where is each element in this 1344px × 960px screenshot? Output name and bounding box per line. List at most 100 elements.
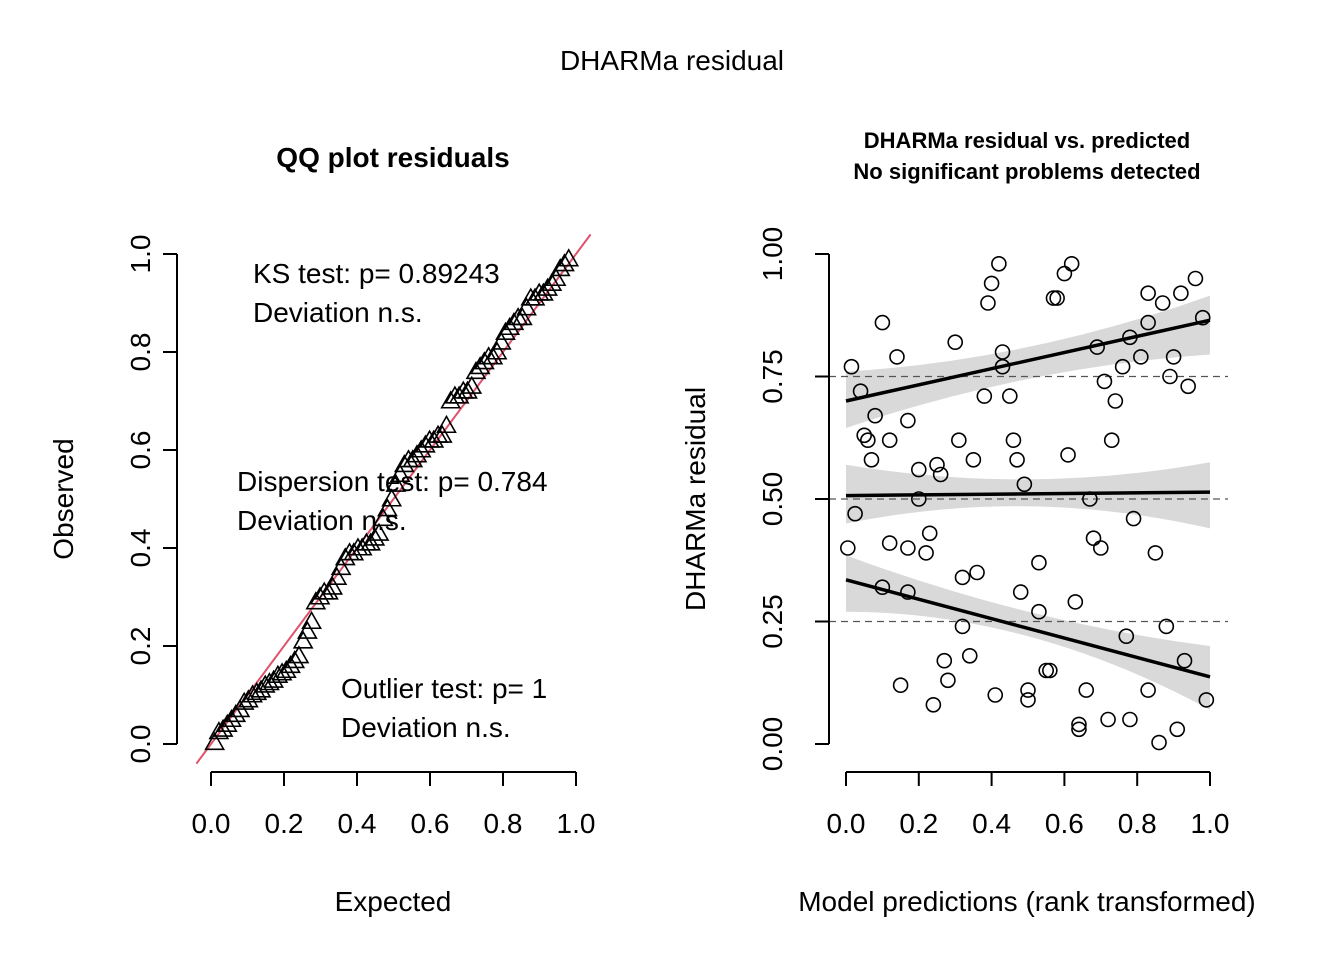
residual-point	[857, 428, 871, 442]
residual-point	[1014, 585, 1028, 599]
residual-point	[1094, 541, 1108, 555]
residual-point	[930, 458, 944, 472]
residual-point	[1108, 394, 1122, 408]
residual-point	[1101, 713, 1115, 727]
residual-point	[1181, 379, 1195, 393]
residual-x-tick-label: 0.8	[1118, 808, 1157, 839]
residual-point	[1021, 693, 1035, 707]
figure-title: DHARMa residual	[560, 45, 784, 76]
residual-point	[1065, 257, 1079, 271]
residual-point	[1003, 389, 1017, 403]
residual-x-tick-label: 0.2	[899, 808, 938, 839]
residual-point	[1174, 286, 1188, 300]
residual-point	[1050, 291, 1064, 305]
qq-title: QQ plot residuals	[276, 142, 509, 173]
residual-x-ticks: 0.0 0.2 0.4 0.6 0.8 1.0	[827, 772, 1230, 839]
residual-plot-area	[829, 257, 1228, 750]
qq-y-tick-label: 0.4	[125, 529, 156, 568]
residual-point	[1079, 683, 1093, 697]
residual-point	[1105, 433, 1119, 447]
residual-point	[1039, 664, 1053, 678]
qq-point	[294, 632, 312, 648]
residual-point	[861, 433, 875, 447]
residual-y-tick-label: 0.00	[757, 717, 788, 772]
dispersion-test-text: Dispersion test: p= 0.784	[237, 466, 548, 497]
residual-point	[1141, 286, 1155, 300]
qq-annotation-ks: KS test: p= 0.89243 Deviation n.s.	[253, 258, 500, 328]
qq-y-tick-label: 0.6	[125, 431, 156, 470]
residual-point	[1068, 595, 1082, 609]
residual-point	[1046, 291, 1060, 305]
residual-point	[1057, 267, 1071, 281]
residual-point	[1061, 448, 1075, 462]
residual-point	[1188, 272, 1202, 286]
residual-point	[901, 414, 915, 428]
residual-point	[985, 276, 999, 290]
qq-y-ticks: 0.0 0.2 0.4 0.6 0.8 1.0	[125, 235, 177, 764]
residual-point	[1010, 453, 1024, 467]
ks-test-text: KS test: p= 0.89243	[253, 258, 500, 289]
qq-x-label: Expected	[335, 886, 452, 917]
dispersion-deviation-text: Deviation n.s.	[237, 505, 407, 536]
residual-point	[883, 536, 897, 550]
residual-point	[841, 541, 855, 555]
residual-point	[970, 566, 984, 580]
residual-point	[926, 698, 940, 712]
residual-point	[883, 433, 897, 447]
ks-deviation-text: Deviation n.s.	[253, 297, 423, 328]
qq-x-tick-label: 0.4	[338, 808, 377, 839]
residual-point	[948, 335, 962, 349]
quantile-confidence-band	[846, 555, 1210, 709]
qq-y-label: Observed	[48, 438, 79, 559]
residual-y-tick-label: 0.50	[757, 472, 788, 527]
residual-point	[1148, 546, 1162, 560]
residual-point	[941, 673, 955, 687]
residual-title: DHARMa residual vs. predicted	[864, 128, 1190, 153]
residual-panel: DHARMa residual vs. predicted No signifi…	[680, 128, 1256, 917]
qq-y-tick-label: 0.2	[125, 627, 156, 666]
residual-x-tick-label: 1.0	[1191, 808, 1230, 839]
residual-point	[952, 433, 966, 447]
outlier-deviation-text: Deviation n.s.	[341, 712, 511, 743]
residual-point	[977, 389, 991, 403]
residual-y-tick-label: 0.25	[757, 594, 788, 649]
residual-point	[875, 316, 889, 330]
residual-point	[955, 570, 969, 584]
residual-point	[966, 453, 980, 467]
quantile-regression-line	[846, 320, 1210, 401]
residual-point	[1152, 736, 1166, 750]
residual-y-label: DHARMa residual	[680, 387, 711, 611]
qq-x-tick-label: 1.0	[557, 808, 596, 839]
qq-x-ticks: 0.0 0.2 0.4 0.6 0.8 1.0	[192, 772, 596, 839]
residual-x-tick-label: 0.4	[972, 808, 1011, 839]
qq-x-tick-label: 0.0	[192, 808, 231, 839]
residual-point	[1006, 433, 1020, 447]
residual-point	[992, 257, 1006, 271]
qq-panel: QQ plot residuals 0.0 0.2 0.4 0.6 0.8 1.0 0.0…	[48, 142, 595, 917]
qq-y-tick-label: 1.0	[125, 235, 156, 274]
residual-y-tick-label: 1.00	[757, 227, 788, 282]
residual-point	[919, 546, 933, 560]
residual-point	[923, 526, 937, 540]
residual-point	[864, 453, 878, 467]
residual-point	[1043, 664, 1057, 678]
residual-point	[1123, 713, 1137, 727]
residual-point	[1097, 374, 1111, 388]
qq-x-tick-label: 0.8	[484, 808, 523, 839]
qq-x-tick-label: 0.6	[411, 808, 450, 839]
qq-y-tick-label: 0.0	[125, 725, 156, 764]
residual-y-ticks: 0.000.250.500.751.00	[757, 227, 829, 772]
qq-y-tick-label: 0.8	[125, 333, 156, 372]
residual-point	[937, 654, 951, 668]
residual-subtitle: No significant problems detected	[853, 159, 1200, 184]
residual-point	[1087, 531, 1101, 545]
residual-point	[981, 296, 995, 310]
residual-point	[901, 541, 915, 555]
residual-point	[1156, 296, 1170, 310]
residual-point	[1141, 683, 1155, 697]
residual-point	[988, 688, 1002, 702]
residual-x-tick-label: 0.6	[1045, 808, 1084, 839]
residual-point	[894, 678, 908, 692]
qq-x-tick-label: 0.2	[265, 808, 304, 839]
residual-point	[1032, 556, 1046, 570]
